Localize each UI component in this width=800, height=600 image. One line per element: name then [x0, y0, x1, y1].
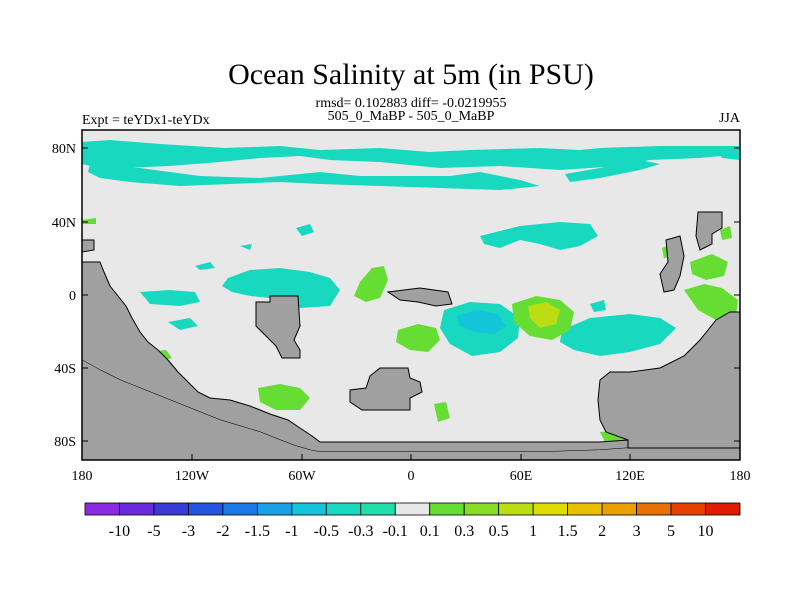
colorbar-label: 10 — [698, 523, 714, 540]
land-mask-continent-a — [255, 295, 301, 359]
map-area — [82, 130, 740, 460]
colorbar-label: -10 — [109, 523, 130, 540]
land-mask-island — [82, 239, 95, 253]
salinity-anomaly-arctic — [565, 160, 660, 182]
colorbar-swatch — [429, 502, 465, 516]
x-tick-label: 120E — [615, 469, 645, 484]
colorbar-swatch — [325, 502, 362, 516]
salinity-anomaly-positive — [396, 324, 440, 352]
colorbar-swatch — [498, 502, 534, 516]
colorbar-swatch — [188, 502, 224, 516]
salinity-anomaly-positive — [690, 254, 728, 280]
y-tick-label: 0 — [69, 289, 76, 304]
y-tick-label: 80S — [54, 435, 76, 450]
y-axis: 80N 40N 0 40S 80S — [52, 142, 740, 450]
colorbar-label: 0.1 — [420, 523, 440, 540]
land-mask-continent-b — [349, 367, 423, 411]
colorbar-label: -1 — [285, 523, 298, 540]
x-tick-label: 180 — [730, 469, 751, 484]
salinity-anomaly-tropical-pacific — [222, 268, 340, 308]
salinity-anomaly-patch — [168, 318, 198, 330]
x-tick-label: 180 — [72, 469, 93, 484]
salinity-anomaly-core-negative — [456, 310, 506, 334]
colorbar-label: 0.3 — [454, 523, 474, 540]
colorbar-swatch — [153, 502, 189, 516]
land-mask-continent-d — [695, 211, 723, 251]
colorbar-swatch — [222, 502, 258, 516]
colorbar-swatch — [291, 502, 327, 516]
colorbar-label: 1 — [529, 523, 537, 540]
colorbar-swatch — [636, 502, 672, 516]
colorbar-swatch — [119, 502, 155, 516]
land-mask-continent-east — [597, 311, 740, 449]
y-tick-label: 80N — [52, 142, 76, 157]
stats-label: rmsd= 0.102883 diff= -0.0219955 — [316, 96, 507, 111]
x-axis: 180 120W 60W 0 60E 120E 180 — [72, 454, 751, 484]
x-tick-label: 60W — [288, 469, 316, 484]
salinity-anomaly-patch — [590, 300, 606, 312]
colorbar-label: 3 — [633, 523, 641, 540]
colorbar-label: -3 — [182, 523, 195, 540]
colorbar-label: 5 — [667, 523, 675, 540]
colorbar-label: 2 — [598, 523, 606, 540]
colorbar-label: 1.5 — [558, 523, 578, 540]
colorbar: -10 -5 -3 -2 -1.5 -1 -0.5 -0.3 -0.1 0.1 0.3 0.5 1 1.5… — [84, 502, 741, 540]
colorbar-swatch — [256, 502, 293, 516]
salinity-anomaly-indian-ocean — [560, 314, 676, 356]
period-label: 505_0_MaBP - 505_0_MaBP — [328, 109, 495, 124]
salinity-anomaly-positive — [354, 266, 388, 302]
experiment-label: Expt = teYDx1-teYDx — [82, 113, 210, 128]
x-tick-label: 0 — [408, 469, 415, 484]
salinity-anomaly-positive — [684, 284, 738, 320]
colorbar-swatch — [601, 502, 637, 516]
colorbar-label: -0.3 — [348, 523, 373, 540]
salinity-anomaly-north-pacific — [296, 224, 314, 236]
land-mask-continent-c — [386, 287, 453, 307]
salinity-anomaly-positive — [258, 384, 310, 410]
colorbar-swatch — [394, 502, 431, 516]
y-tick-label: 40S — [54, 362, 76, 377]
salinity-anomaly-north-atlantic — [480, 222, 598, 250]
x-tick-label: 60E — [510, 469, 533, 484]
salinity-anomaly-tropical-pacific — [140, 290, 200, 306]
colorbar-label: 0.5 — [489, 523, 509, 540]
colorbar-swatch — [463, 502, 500, 516]
salinity-anomaly-patch — [240, 244, 252, 250]
colorbar-swatch — [705, 502, 741, 516]
salinity-anomaly-arctic — [88, 164, 540, 190]
salinity-anomaly-positive — [720, 226, 732, 240]
salinity-anomaly-arctic — [718, 150, 740, 160]
land-mask-continent-e — [659, 235, 685, 293]
salinity-anomaly-core-positive — [528, 302, 560, 328]
x-tick-label: 120W — [175, 469, 210, 484]
colorbar-swatch — [567, 502, 603, 516]
colorbar-label: -1.5 — [245, 523, 270, 540]
salinity-anomaly-arctic — [82, 140, 740, 170]
colorbar-swatch — [670, 502, 706, 516]
y-tick-label: 40N — [52, 216, 76, 231]
season-label: JJA — [719, 111, 741, 126]
colorbar-label: -2 — [216, 523, 229, 540]
colorbar-swatch — [84, 502, 120, 516]
land-mask-antarctica — [82, 360, 740, 460]
salinity-anomaly-positive — [434, 402, 450, 422]
salinity-anomaly-patch — [195, 262, 215, 270]
colorbar-swatch — [360, 502, 396, 516]
map-title: Ocean Salinity at 5m (in PSU) — [228, 58, 594, 91]
colorbar-label: -5 — [147, 523, 160, 540]
colorbar-swatch — [532, 502, 569, 516]
colorbar-label: -0.1 — [383, 523, 408, 540]
colorbar-label: -0.5 — [314, 523, 339, 540]
